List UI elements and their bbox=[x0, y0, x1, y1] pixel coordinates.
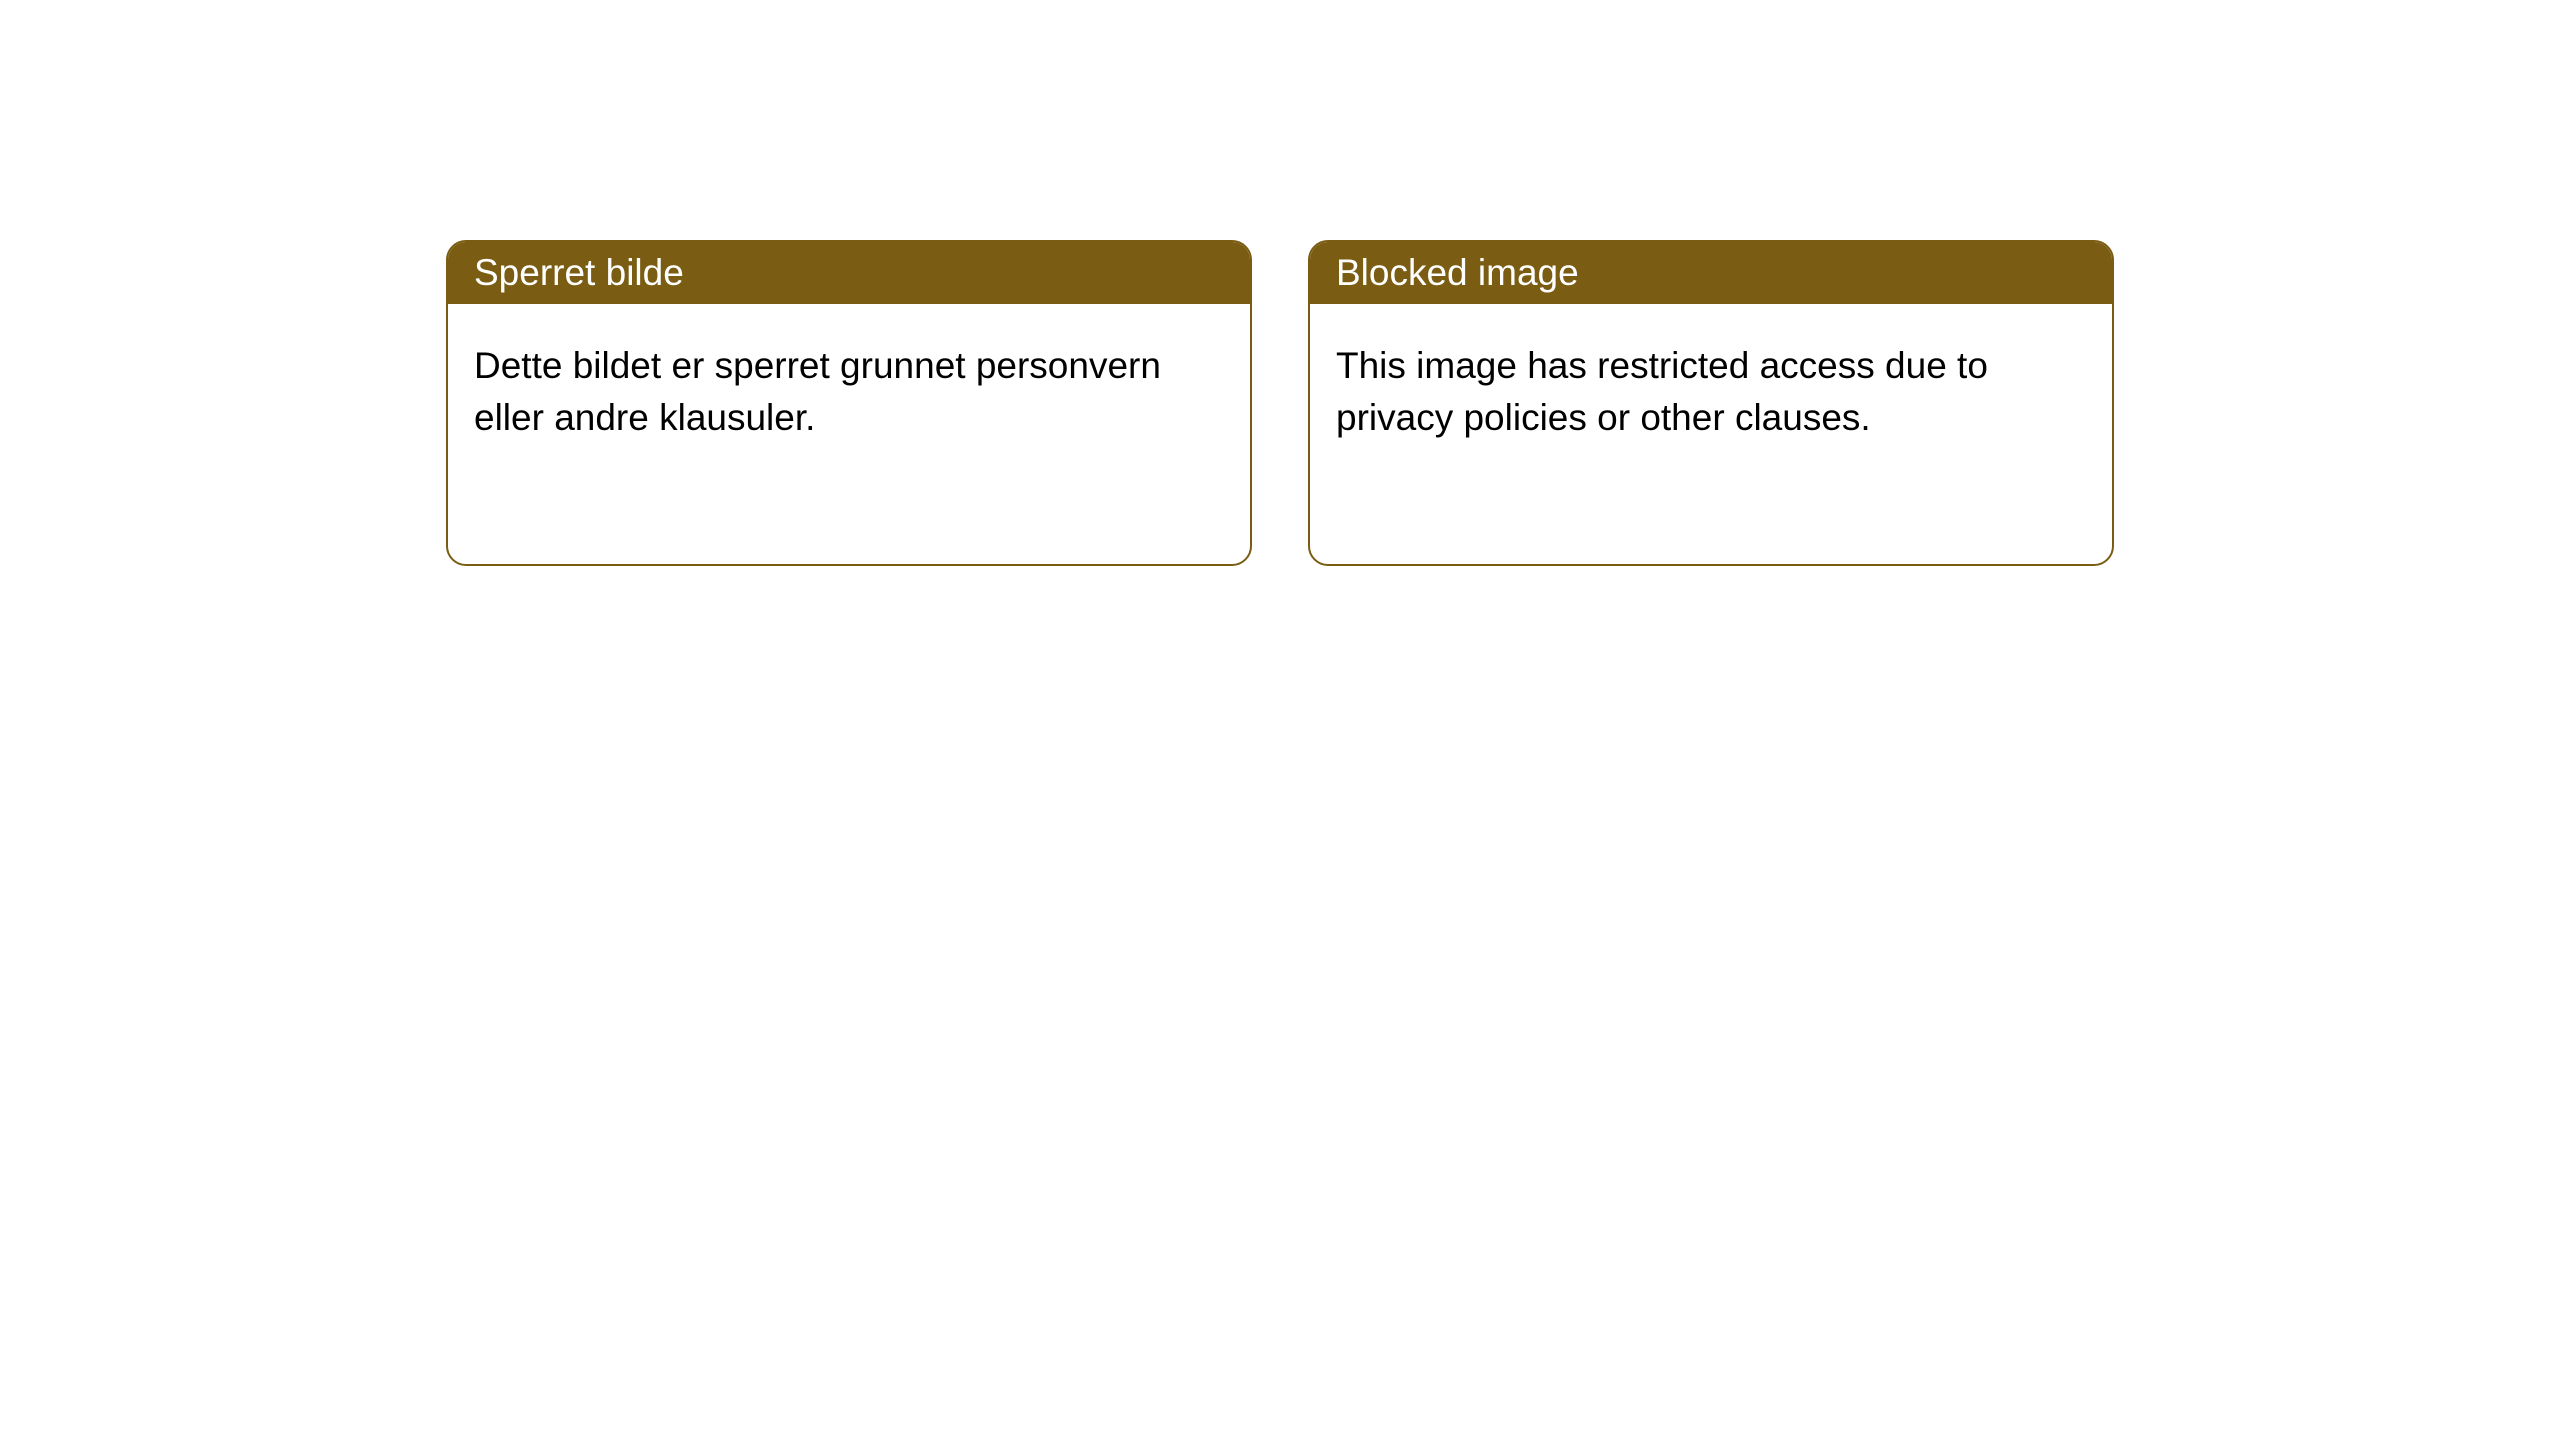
card-title-no: Sperret bilde bbox=[474, 252, 684, 293]
card-body-no: Dette bildet er sperret grunnet personve… bbox=[448, 304, 1250, 564]
blocked-image-card-en: Blocked image This image has restricted … bbox=[1308, 240, 2114, 566]
card-title-en: Blocked image bbox=[1336, 252, 1579, 293]
message-cards-container: Sperret bilde Dette bildet er sperret gr… bbox=[0, 0, 2560, 566]
card-message-no: Dette bildet er sperret grunnet personve… bbox=[474, 345, 1161, 438]
card-body-en: This image has restricted access due to … bbox=[1310, 304, 2112, 564]
card-header-no: Sperret bilde bbox=[448, 242, 1250, 304]
blocked-image-card-no: Sperret bilde Dette bildet er sperret gr… bbox=[446, 240, 1252, 566]
card-message-en: This image has restricted access due to … bbox=[1336, 345, 1988, 438]
card-header-en: Blocked image bbox=[1310, 242, 2112, 304]
